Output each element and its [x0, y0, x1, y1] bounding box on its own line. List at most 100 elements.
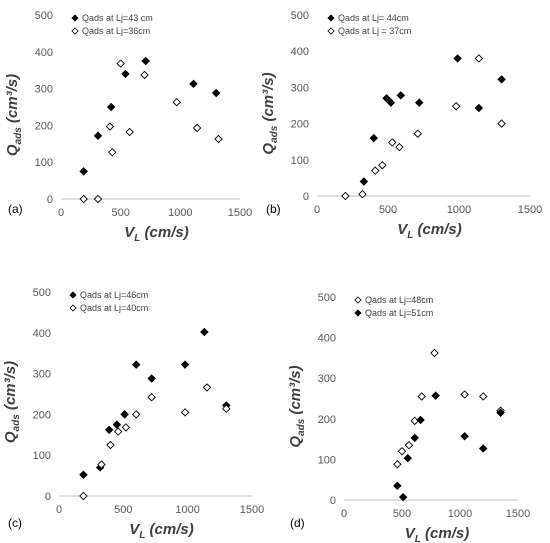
data-point-filled — [141, 56, 150, 66]
data-point-open — [79, 491, 88, 501]
data-point-open — [474, 54, 484, 63]
chart-panel-a: 0 100 200 300 400 500 0 500 1000 1500 VL (cm/s) Qad… — [4, 10, 252, 244]
y-tick-label: 400 — [291, 46, 309, 58]
x-tick-label: 0 — [56, 504, 62, 516]
y-tick-label: 200 — [33, 409, 51, 421]
data-point-open — [460, 390, 469, 399]
data-point-open — [172, 97, 181, 107]
x-tick-label: 1000 — [447, 204, 471, 216]
data-point-filled — [180, 360, 190, 369]
data-point-open — [404, 440, 414, 450]
data-point-open — [393, 460, 402, 469]
y-tick-label: 100 — [35, 157, 53, 169]
chart-panel-d: 0 100 200 300 400 500 0 500 1000 1500 VL (cm/s) Qad… — [287, 292, 530, 543]
y-tick-label: 100 — [33, 450, 51, 462]
data-point-filled — [382, 94, 391, 103]
data-point-filled — [93, 131, 103, 140]
data-point-filled — [415, 98, 424, 107]
y-tick-label: 200 — [318, 414, 336, 426]
y-tick-label: 100 — [318, 454, 336, 466]
data-point-filled — [112, 420, 122, 429]
data-point-filled — [104, 425, 114, 435]
legend-label: Qads at Lj=36cm — [82, 26, 150, 36]
legend-marker — [327, 27, 335, 35]
x-tick-label: 1000 — [168, 207, 192, 219]
data-point-filled — [496, 408, 505, 417]
y-tick-label: 0 — [330, 495, 336, 507]
data-point-open — [97, 460, 106, 469]
data-point-open — [192, 123, 202, 133]
x-tick-label: 1500 — [506, 508, 530, 520]
data-point-filled — [369, 133, 379, 143]
data-point-filled — [410, 433, 419, 443]
data-point-open — [370, 166, 380, 175]
x-axis-title: VL (cm/s) — [405, 525, 469, 543]
y-tick-label: 400 — [33, 328, 51, 340]
legend-marker — [354, 309, 362, 317]
x-tick-label: 500 — [114, 504, 132, 516]
chart-panel-c: 0 100 200 300 400 500 0 500 1000 1500 VL (cm/s) Qad… — [2, 287, 264, 541]
legend-marker — [71, 27, 79, 35]
y-axis-title: Qads (cm³/s) — [287, 365, 307, 447]
y-tick-label: 500 — [291, 10, 309, 22]
y-tick-label: 0 — [303, 191, 309, 203]
y-tick-label: 200 — [35, 120, 53, 132]
data-point-filled — [189, 79, 198, 89]
legend-marker — [327, 14, 335, 22]
data-point-filled — [359, 177, 369, 186]
data-point-open — [222, 404, 231, 413]
data-point-open — [140, 70, 149, 80]
panel-label: (d) — [290, 516, 305, 530]
y-tick-label: 200 — [291, 119, 309, 131]
data-point-open — [451, 101, 461, 111]
panel-label: (b) — [266, 202, 281, 216]
data-point-open — [131, 410, 141, 419]
data-point-filled — [460, 432, 469, 441]
x-tick-label: 500 — [393, 508, 411, 520]
legend-marker — [354, 296, 362, 304]
data-point-filled — [478, 444, 488, 453]
data-point-open — [202, 383, 212, 392]
y-tick-label: 300 — [318, 373, 336, 385]
data-point-open — [106, 440, 115, 450]
panel-label: (a) — [8, 202, 23, 216]
data-point-open — [388, 138, 397, 147]
chart-panel-b: 0 100 200 300 400 500 0 500 1000 1500 VL (cm/s) Qad… — [260, 10, 542, 241]
data-point-open — [180, 408, 190, 417]
y-tick-label: 0 — [47, 194, 53, 206]
data-point-filled — [200, 327, 209, 337]
y-axis-title: Qads (cm³/s) — [4, 74, 24, 156]
data-point-filled — [453, 54, 462, 63]
x-tick-label: 0 — [58, 207, 64, 219]
legend-marker — [69, 291, 77, 299]
x-tick-label: 1500 — [240, 504, 264, 516]
x-tick-label: 500 — [111, 207, 129, 219]
y-tick-label: 400 — [318, 333, 336, 345]
data-point-open — [413, 129, 423, 138]
x-tick-label: 1000 — [448, 508, 472, 520]
data-point-filled — [211, 88, 221, 98]
y-axis-title: Qads (cm³/s) — [260, 72, 280, 154]
data-point-filled — [393, 481, 402, 491]
data-point-filled — [120, 410, 129, 419]
legend-label: Qads at Lj=51cm — [365, 308, 433, 318]
legend-label: Qads at Lj=48cm — [365, 295, 433, 305]
data-point-filled — [131, 360, 141, 369]
data-point-filled — [416, 415, 425, 425]
y-tick-label: 100 — [291, 155, 309, 167]
data-point-open — [105, 122, 115, 131]
data-point-open — [397, 447, 407, 456]
y-tick-label: 300 — [33, 369, 51, 381]
data-point-filled — [121, 69, 130, 79]
x-tick-label: 1500 — [518, 204, 542, 216]
data-point-filled — [431, 391, 440, 400]
data-point-open — [497, 119, 506, 128]
y-tick-label: 500 — [33, 287, 51, 299]
data-point-filled — [398, 492, 408, 502]
data-point-filled — [474, 103, 484, 113]
y-tick-label: 500 — [35, 10, 53, 22]
data-point-open — [214, 134, 223, 144]
x-axis-title: VL (cm/s) — [124, 224, 188, 244]
data-point-open — [358, 189, 367, 199]
data-point-open — [430, 348, 439, 358]
